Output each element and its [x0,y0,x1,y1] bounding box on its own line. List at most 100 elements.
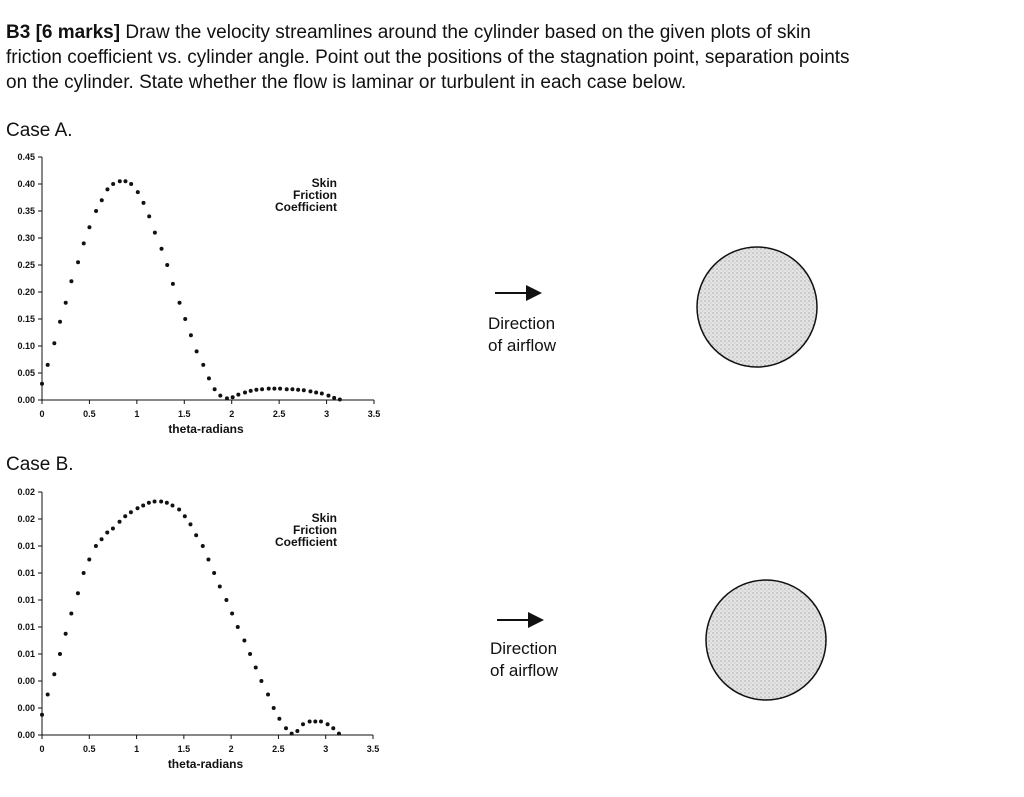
x-tick-label: 0.5 [83,744,96,754]
y-tick-label: 0.35 [17,206,35,216]
data-point [111,182,116,186]
data-point [87,557,92,562]
y-tick-label: 0.00 [17,703,35,713]
annotation: Friction [293,188,337,202]
data-point [253,665,258,670]
data-point [332,395,337,400]
data-point [325,722,330,727]
data-point [63,300,68,305]
y-tick-label: 0.01 [17,541,35,551]
data-point [182,514,187,519]
data-point [289,731,294,736]
question-text: Draw the velocity streamlines around the… [125,22,811,43]
x-tick-label: 2 [229,744,234,754]
data-point [254,387,259,392]
data-point [135,190,140,195]
y-tick-label: 0.10 [17,341,35,351]
y-tick-label: 0.25 [17,260,35,270]
data-point [308,389,313,394]
direction-label: Direction [490,639,557,658]
case-label: Case B. [6,454,74,475]
data-point [313,719,318,724]
data-point [45,362,50,367]
data-point [212,387,217,392]
question: B3 [6 marks] Draw the velocity streamlin… [6,20,850,95]
data-point [40,712,44,717]
cylinder [696,246,818,368]
data-point [337,397,342,402]
direction-label: of airflow [490,661,559,680]
data-point [188,522,193,527]
data-point [76,260,81,265]
y-tick-label: 0.40 [17,179,35,189]
y-tick-label: 0.01 [17,568,35,578]
data-point [123,179,128,184]
data-point [206,557,211,562]
data-point [165,263,170,267]
data-point [212,571,217,575]
annotation: Friction [293,523,337,537]
data-point [301,722,306,727]
data-point [242,638,247,643]
cylinder [705,579,827,701]
case-label: Case A. [6,120,73,141]
annotation: Coefficient [275,535,337,549]
direction-label: of airflow [488,336,557,355]
data-point [318,719,323,724]
data-point [164,500,169,505]
y-tick-label: 0.15 [17,314,35,324]
data-point [336,731,341,736]
data-point [266,692,271,697]
data-point [105,530,110,535]
data-point [69,279,74,284]
data-point [194,533,199,538]
data-point [224,396,229,401]
data-point [183,317,188,321]
data-point [177,507,182,512]
data-point [99,198,104,203]
data-point [230,611,235,616]
y-tick-label: 0.01 [17,649,35,659]
data-point [58,319,63,324]
data-point [87,225,92,230]
data-point [123,514,128,519]
data-point [277,716,282,721]
x-tick-label: 1.5 [178,409,191,419]
x-tick-label: 2.5 [273,409,286,419]
data-point [259,679,264,683]
data-point [271,706,276,710]
data-point [152,499,157,504]
data-point [129,182,134,186]
data-point [319,391,324,396]
direction-label: Direction [488,314,555,333]
data-point [307,719,312,724]
data-point [81,571,86,575]
x-tick-label: 1 [134,744,139,754]
question-line: B3 [6 marks] Draw the velocity streamlin… [6,20,850,45]
x-tick-label: 3 [323,744,328,754]
data-point [110,526,115,531]
data-point [69,611,74,616]
data-point [248,388,253,393]
y-tick-label: 0.20 [17,287,35,297]
question-label: B3 [6 marks] [6,22,121,43]
data-point [152,230,157,235]
annotation: Skin [312,511,337,525]
data-point [170,281,175,286]
x-tick-label: 3 [324,409,329,419]
data-point [135,506,140,511]
y-tick-label: 0.00 [17,395,35,405]
data-point [170,503,175,508]
data-point [128,510,133,515]
question-line: friction coefficient vs. cylinder angle.… [6,47,850,68]
data-point [52,672,57,677]
annotation: Skin [312,176,337,190]
data-point [117,179,122,184]
data-point [177,300,182,305]
data-point [260,387,265,392]
data-point [278,386,283,391]
data-point [290,387,295,392]
x-tick-label: 0.5 [83,409,96,419]
data-point [81,241,86,246]
